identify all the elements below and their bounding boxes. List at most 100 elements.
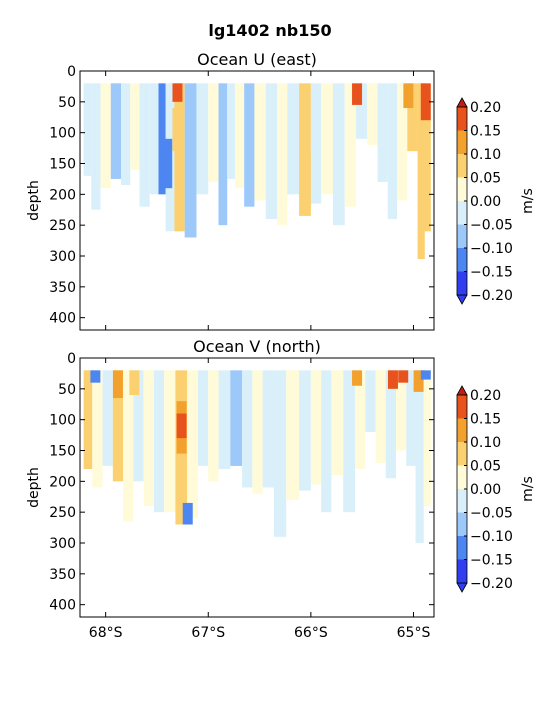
x-tick-label: 68°S [89, 625, 123, 641]
heatmap-column [407, 83, 418, 152]
heatmap-feature [387, 370, 398, 389]
heatmap-column [365, 370, 376, 432]
y-tick-label: 150 [49, 444, 76, 460]
heatmap-column [397, 83, 408, 201]
heatmap-column [83, 83, 92, 176]
y-axis-label: depth [26, 180, 42, 221]
colorbar-tick-label: 0.15 [470, 412, 501, 428]
colorbar-tick-label: 0.00 [470, 194, 501, 210]
colorbar-label: m/s [520, 476, 536, 502]
y-tick-label: 250 [49, 218, 76, 234]
heatmap-column [354, 370, 366, 469]
heatmap-column [244, 83, 255, 207]
x-tick-label: 65°S [397, 625, 431, 641]
y-axis-label: depth [26, 467, 42, 508]
heatmap-feature [172, 83, 183, 102]
heatmap-column [198, 370, 209, 466]
heatmap-feature [182, 502, 193, 525]
heatmap-column [277, 83, 288, 226]
colorbar-tick-label: 0.10 [470, 147, 501, 163]
colorbar-band [457, 559, 467, 583]
heatmap-column [299, 370, 311, 491]
colorbar-band [457, 418, 467, 442]
heatmap-column [184, 83, 197, 238]
heatmap-column [153, 370, 165, 513]
colorbar-tick-label: 0.00 [470, 482, 501, 498]
heatmap-column [123, 370, 134, 522]
heatmap-column [227, 83, 235, 179]
heatmap-column [208, 83, 219, 182]
y-tick-label: 300 [49, 536, 76, 552]
y-tick-label: 250 [49, 505, 76, 521]
heatmap-column [218, 370, 231, 469]
colorbar-tick-label: 0.05 [470, 171, 501, 187]
heatmap-column [100, 83, 111, 189]
heatmap-column [92, 370, 103, 488]
heatmap-column [102, 370, 113, 466]
y-tick-label: 400 [49, 598, 76, 614]
heatmap-column [208, 370, 219, 482]
colorbar-extend-min [456, 582, 468, 593]
heatmap-column [121, 83, 131, 186]
heatmap-column [242, 370, 253, 488]
figure-title: lg1402 nb150 [208, 21, 331, 40]
heatmap-feature [352, 370, 363, 386]
y-tick-label: 0 [67, 64, 76, 80]
heatmap-column [286, 370, 300, 500]
heatmap-feature [352, 83, 363, 105]
heatmap-column [149, 83, 159, 195]
heatmap-column [299, 83, 311, 216]
colorbar-tick-label: −0.20 [470, 576, 513, 592]
heatmap-feature [129, 370, 140, 395]
colorbar-band [457, 248, 467, 272]
panel-1: Ocean U (east) depth 0 50 100 150 200 250 300 350… [26, 50, 536, 331]
heatmap-column [174, 83, 185, 232]
colorbar-tick-label: −0.15 [470, 553, 513, 569]
y-tick-label: 0 [67, 351, 76, 367]
heatmap-feature [420, 83, 431, 121]
heatmap-column [139, 83, 150, 207]
heatmap-column [344, 83, 357, 207]
x-tick-label: 66°S [294, 625, 328, 641]
colorbar-tick-label: −0.20 [470, 288, 513, 304]
colorbar-band [457, 465, 467, 489]
colorbar-tick-label: 0.10 [470, 435, 501, 451]
heatmap-feature [420, 120, 431, 232]
y-tick-label: 50 [58, 382, 76, 398]
colorbar-band [457, 512, 467, 536]
heatmap-column [287, 83, 300, 195]
colorbar-extend-max [456, 385, 468, 396]
x-tick-label: 67°S [191, 625, 225, 641]
colorbar-tick-label: −0.05 [470, 506, 513, 522]
axes-frame [79, 70, 435, 331]
heatmap-feature [398, 370, 409, 383]
colorbar-tick-label: 0.20 [470, 388, 501, 404]
heatmap-column [375, 370, 386, 463]
heatmap-feature [112, 370, 123, 399]
heatmap-column [310, 83, 322, 204]
heatmap-column [262, 370, 274, 488]
colorbar: −0.20 −0.15 −0.10 −0.05 0.00 0.05 0.10 0.15 0.20… [456, 97, 536, 305]
heatmap-column [112, 370, 124, 482]
heatmap-feature [90, 370, 101, 383]
colorbar-extend-max [456, 97, 468, 108]
heatmap-column [415, 370, 424, 543]
heatmap-column [234, 83, 245, 189]
colorbar-tick-label: −0.05 [470, 218, 513, 234]
colorbar-extend-min [456, 294, 468, 305]
y-tick-label: 100 [49, 126, 76, 142]
heatmap-column [385, 370, 397, 479]
y-tick-label: 400 [49, 311, 76, 327]
y-tick-label: 150 [49, 157, 76, 173]
heatmap-column [310, 370, 322, 485]
heatmap-column [110, 83, 122, 179]
heatmap-column [356, 83, 368, 139]
heatmap-feature [420, 370, 431, 380]
y-tick-label: 350 [49, 280, 76, 296]
heatmap-column [133, 370, 144, 482]
colorbar: −0.20 −0.15 −0.10 −0.05 0.00 0.05 0.10 0.15 0.20… [456, 385, 536, 593]
heatmap-column [252, 370, 263, 494]
colorbar-band [457, 130, 467, 154]
colorbar-band [457, 201, 467, 225]
colorbar-tick-label: −0.15 [470, 265, 513, 281]
